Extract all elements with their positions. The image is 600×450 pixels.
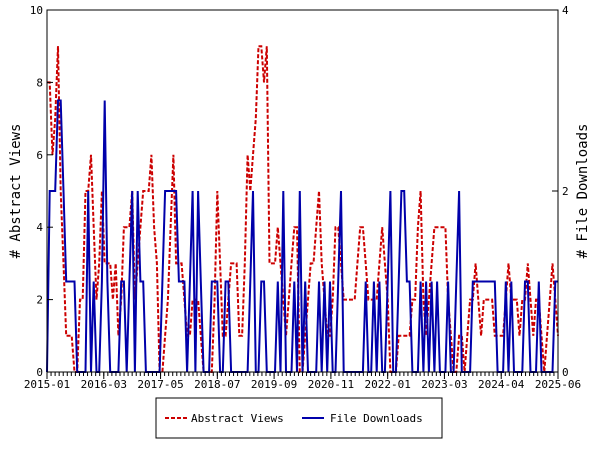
x-axis: 2015-01 2016-03 2017-05 2018-07 2019-09 2020-… xyxy=(24,372,581,391)
x-tick-label: 2016-03 xyxy=(81,378,127,391)
legend-label-abstract-views: Abstract Views xyxy=(191,412,284,425)
x-tick-label: 2017-05 xyxy=(137,378,183,391)
y-left-tick-label: 2 xyxy=(36,294,43,307)
legend: Abstract Views File Downloads xyxy=(155,397,443,439)
x-tick-label: 2015-01 xyxy=(24,378,70,391)
y-axis-right: 0 2 4 xyxy=(552,4,569,379)
y-left-tick-label: 8 xyxy=(36,76,43,89)
y-axis-title-right: # File Downloads xyxy=(575,124,591,259)
y-left-tick-label: 4 xyxy=(36,221,43,234)
legend-label-file-downloads: File Downloads xyxy=(330,412,423,425)
x-tick-label: 2018-07 xyxy=(194,378,240,391)
y-left-tick-label: 10 xyxy=(30,4,43,17)
x-tick-label: 2020-11 xyxy=(308,378,354,391)
y-left-tick-label: 0 xyxy=(36,366,43,379)
y-right-tick-label: 0 xyxy=(562,366,569,379)
y-left-tick-label: 6 xyxy=(36,149,43,162)
y-axis-left: 0 2 4 6 8 10 xyxy=(30,4,53,379)
x-tick-label: 2019-09 xyxy=(251,378,297,391)
y-right-tick-label: 4 xyxy=(562,4,569,17)
x-tick-label: 2025-06 xyxy=(535,378,581,391)
y-axis-title-left: # Abstract Views xyxy=(8,124,24,259)
legend-box xyxy=(155,397,443,439)
x-tick-label: 2022-01 xyxy=(364,378,410,391)
series-layer xyxy=(46,45,559,373)
y-right-tick-label: 2 xyxy=(562,185,569,198)
x-tick-label: 2023-03 xyxy=(421,378,467,391)
x-tick-label: 2024-04 xyxy=(478,378,525,391)
